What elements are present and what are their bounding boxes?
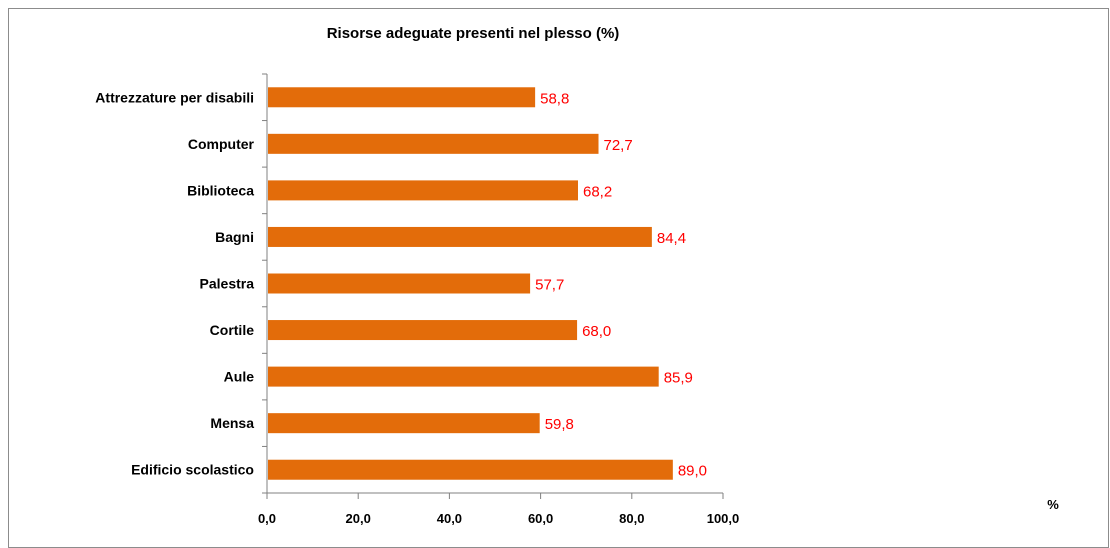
bars-group xyxy=(268,87,673,480)
bar-chart: Risorse adeguate presenti nel plesso (%)… xyxy=(95,25,1059,526)
category-label: Computer xyxy=(188,136,255,152)
bar xyxy=(268,459,673,480)
x-tick-label: 40,0 xyxy=(437,511,462,526)
x-tick-label: 0,0 xyxy=(258,511,276,526)
data-label: 68,2 xyxy=(583,183,612,200)
x-tick-label: 100,0 xyxy=(707,511,740,526)
category-label: Biblioteca xyxy=(187,182,254,198)
bar xyxy=(268,413,540,434)
bar xyxy=(268,180,578,201)
chart-axes: 0,0 20,0 40,0 60,0 80,0 100,0 xyxy=(258,73,740,526)
data-label: 59,8 xyxy=(545,416,574,433)
category-label: Cortile xyxy=(210,322,255,338)
bar xyxy=(268,273,531,294)
data-label: 89,0 xyxy=(678,463,707,480)
chart-frame: Risorse adeguate presenti nel plesso (%)… xyxy=(8,8,1109,548)
data-label: 58,8 xyxy=(540,90,569,107)
bar xyxy=(268,87,536,108)
category-label: Edificio scolastico xyxy=(131,462,254,478)
bar xyxy=(268,133,599,154)
x-tick-label: 20,0 xyxy=(346,511,371,526)
bar xyxy=(268,320,578,341)
category-label: Bagni xyxy=(215,229,254,245)
chart-title: Risorse adeguate presenti nel plesso (%) xyxy=(327,25,620,42)
category-label: Mensa xyxy=(210,415,254,431)
category-label: Palestra xyxy=(200,276,255,292)
category-label: Attrezzature per disabili xyxy=(95,89,254,105)
data-label: 72,7 xyxy=(604,137,633,154)
bar xyxy=(268,366,659,387)
data-label: 68,0 xyxy=(582,323,611,340)
x-tick-label: 80,0 xyxy=(619,511,644,526)
bar xyxy=(268,226,652,247)
labels-group: Attrezzature per disabili 58,8 Computer 72,… xyxy=(95,89,707,479)
data-label: 85,9 xyxy=(664,370,693,387)
data-label: 84,4 xyxy=(657,230,686,247)
x-axis-unit-label: % xyxy=(1047,497,1059,512)
category-label: Aule xyxy=(224,369,255,385)
x-tick-label: 60,0 xyxy=(528,511,553,526)
data-label: 57,7 xyxy=(535,277,564,294)
